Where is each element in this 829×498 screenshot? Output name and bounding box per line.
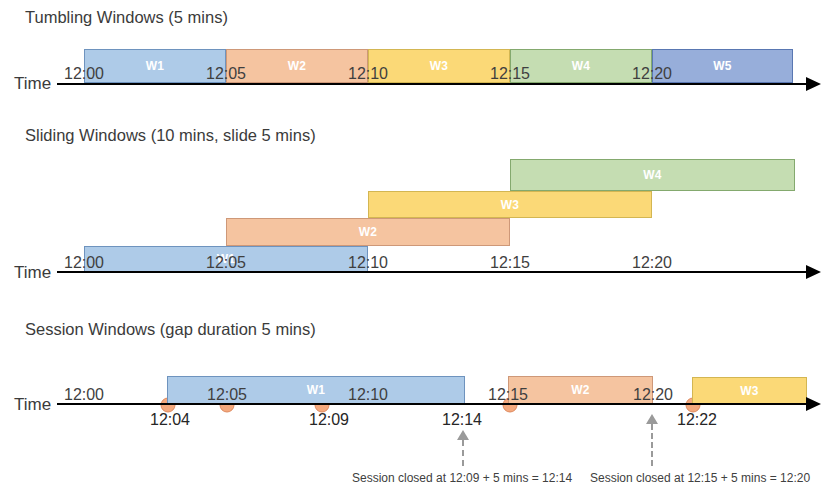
tumbling-window-w3: W3: [368, 49, 510, 83]
window-label: W4: [572, 59, 591, 73]
event-time-label: 12:04: [150, 410, 190, 429]
window-label: W3: [430, 59, 449, 73]
session-axis-arrow-icon: [806, 397, 821, 411]
tumbling-time-label: Time: [14, 74, 51, 94]
sliding-window-w2: W2: [226, 218, 510, 246]
sliding-axis: [57, 271, 808, 273]
tumbling-window-w4: W4: [510, 49, 652, 83]
sliding-tick: 12:00: [64, 253, 104, 272]
sliding-time-label: Time: [14, 263, 51, 283]
tumbling-tick: 12:10: [348, 64, 388, 83]
tumbling-window-w1: W1: [84, 49, 226, 83]
session-time-label: Time: [14, 395, 51, 415]
event-time-label: 12:14: [442, 410, 482, 429]
dashed-up-arrow-icon: [651, 424, 653, 466]
dashed-up-arrow-icon: [462, 440, 464, 466]
session-tick: 12:00: [64, 385, 104, 404]
sliding-tick: 12:10: [348, 253, 388, 272]
session-tick: 12:20: [633, 385, 673, 404]
session-title: Session Windows (gap duration 5 mins): [25, 320, 316, 339]
sliding-title: Sliding Windows (10 mins, slide 5 mins): [25, 126, 316, 145]
sliding-tick: 12:15: [490, 253, 530, 272]
tumbling-tick: 12:00: [64, 64, 104, 83]
sliding-window-w3: W3: [368, 191, 652, 218]
event-time-label: 12:09: [309, 410, 349, 429]
tumbling-tick: 12:05: [206, 64, 246, 83]
window-label: W3: [501, 198, 520, 212]
session-tick: 12:10: [348, 385, 388, 404]
window-label: W4: [643, 168, 662, 182]
tumbling-tick: 12:20: [632, 64, 672, 83]
session-window-w2: W2: [508, 376, 653, 404]
window-label: W1: [307, 383, 326, 397]
session-axis: [57, 403, 808, 405]
window-label: W3: [740, 384, 759, 398]
tumbling-tick: 12:15: [490, 64, 530, 83]
tumbling-window-w5: W5: [652, 49, 793, 83]
sliding-window-w4: W4: [510, 159, 795, 191]
session-annotation-1: Session closed at 12:09 + 5 mins = 12:14: [352, 471, 572, 485]
window-label: W2: [571, 383, 590, 397]
event-time-label: 12:22: [677, 410, 717, 429]
tumbling-axis: [57, 83, 808, 85]
sliding-tick: 12:05: [206, 253, 246, 272]
windowing-diagram: Tumbling Windows (5 mins) Time W1 W2 W3 …: [0, 0, 829, 498]
window-label: W2: [359, 225, 378, 239]
window-label: W2: [288, 59, 307, 73]
session-window-w3: W3: [692, 377, 807, 404]
sliding-tick: 12:20: [632, 253, 672, 272]
window-label: W5: [713, 59, 732, 73]
session-tick: 12:15: [488, 385, 528, 404]
session-annotation-2: Session closed at 12:15 + 5 mins = 12:20: [590, 471, 810, 485]
tumbling-axis-arrow-icon: [806, 77, 821, 91]
session-tick: 12:05: [207, 385, 247, 404]
tumbling-title: Tumbling Windows (5 mins): [25, 8, 228, 27]
window-label: W1: [146, 59, 165, 73]
sliding-axis-arrow-icon: [806, 265, 821, 279]
tumbling-window-w2: W2: [226, 49, 368, 83]
